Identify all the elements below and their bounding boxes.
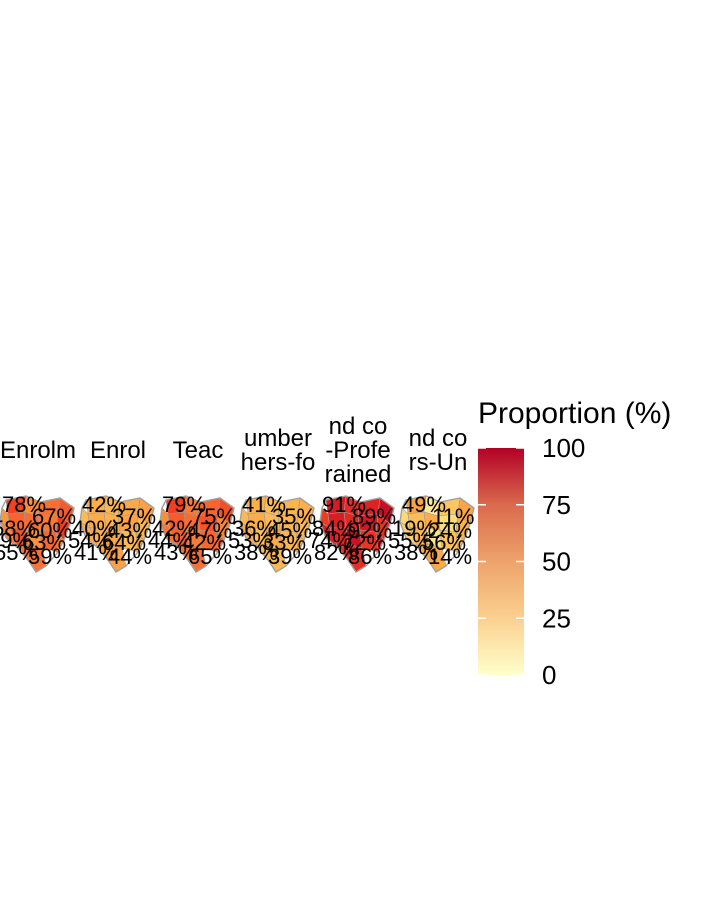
panel-title: rained xyxy=(325,461,392,488)
data-label: 14% xyxy=(428,544,472,569)
data-label: 89% xyxy=(352,504,396,529)
data-label: 54% xyxy=(68,528,112,553)
data-label: 24% xyxy=(428,518,472,543)
legend-tick-label: 25 xyxy=(542,603,571,633)
panel-title: nd co xyxy=(329,413,388,440)
legend-tick-label: 75 xyxy=(542,490,571,520)
country-outline xyxy=(399,495,475,573)
data-label: 74% xyxy=(308,528,352,553)
country-outline xyxy=(319,495,395,573)
data-label: 45% xyxy=(268,518,312,543)
color-legend: Proportion (%) 0 25 50 75 100 xyxy=(478,397,671,690)
data-label: 47% xyxy=(188,518,232,543)
panel-title: nd co xyxy=(409,425,468,452)
data-label: 72% xyxy=(342,530,386,555)
data-label: 42% xyxy=(182,530,226,555)
panel-title: Teac xyxy=(173,437,224,464)
data-label: 42% xyxy=(82,492,126,517)
country-outline xyxy=(0,495,75,573)
map-panel: Enrol 42%37%40%43%54%64%41%44% xyxy=(68,437,156,573)
data-label: 59% xyxy=(28,544,72,569)
data-label: 82% xyxy=(314,540,358,565)
data-label: 37% xyxy=(112,504,156,529)
data-label: 79% xyxy=(162,492,206,517)
data-label: 43% xyxy=(154,540,198,565)
panel-title: Enrol xyxy=(90,437,146,464)
data-label: 49% xyxy=(402,492,446,517)
data-label: 65% xyxy=(188,544,232,569)
data-label: 60% xyxy=(28,518,72,543)
data-label: 11% xyxy=(432,504,474,529)
data-label: 43% xyxy=(108,518,152,543)
data-label: 86% xyxy=(348,544,392,569)
data-label: 39% xyxy=(268,544,312,569)
data-label: 35% xyxy=(272,504,316,529)
data-label: 55% xyxy=(388,528,432,553)
panel-title: -Profe xyxy=(325,437,390,464)
data-label: 59% xyxy=(0,528,32,553)
panel-title: hers-fo xyxy=(241,449,316,476)
map-panels: Enrolm78%67%58%60%59%63%55%59%Enrol42%37… xyxy=(0,413,475,573)
panel-title: umber xyxy=(244,425,312,452)
data-label: 53% xyxy=(228,528,272,553)
data-label: 38% xyxy=(394,540,438,565)
legend-tick-label: 50 xyxy=(542,547,571,577)
data-label: 42% xyxy=(152,516,196,541)
legend-title: Proportion (%) xyxy=(478,397,671,430)
legend-tick-label: 0 xyxy=(542,660,556,690)
data-label: 78% xyxy=(2,492,46,517)
data-label: 41% xyxy=(74,540,118,565)
country-outline xyxy=(159,495,235,573)
data-label: 44% xyxy=(148,528,192,553)
data-label: 40% xyxy=(72,516,116,541)
legend-tick-label: 100 xyxy=(542,433,585,463)
country-outline xyxy=(239,495,315,573)
panel-title: Enrolm xyxy=(0,437,76,464)
data-label: 58% xyxy=(0,516,36,541)
data-label: 19% xyxy=(392,516,436,541)
data-label: 92% xyxy=(348,518,392,543)
data-label: 67% xyxy=(32,504,76,529)
data-label: 38% xyxy=(234,540,278,565)
map-panel: Teac 79%75%42%47%44%42%43%65% xyxy=(148,437,236,573)
data-label: 75% xyxy=(192,504,236,529)
map-panel: Enrolm 78%67%58%60%59%63%55%59% xyxy=(0,437,76,573)
data-label: 91% xyxy=(322,492,366,517)
data-label: 56% xyxy=(422,530,466,555)
country-outline xyxy=(79,495,155,573)
data-label: 84% xyxy=(312,516,356,541)
data-label: 44% xyxy=(108,544,152,569)
panel-title: rs-Un xyxy=(409,449,468,476)
data-label: 63% xyxy=(22,530,66,555)
data-label: 64% xyxy=(102,530,146,555)
data-label: 55% xyxy=(0,540,38,565)
data-label: 41% xyxy=(242,492,286,517)
data-label: 33% xyxy=(262,530,306,555)
data-label: 36% xyxy=(232,516,276,541)
